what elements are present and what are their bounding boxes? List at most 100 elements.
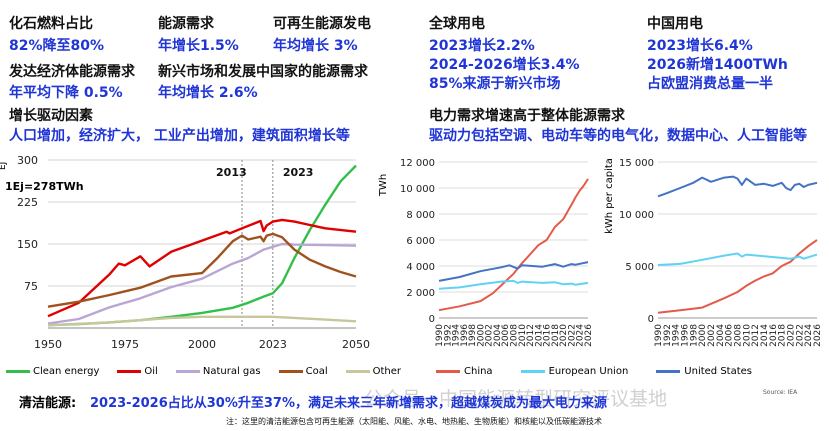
stat-china-power-line1: 2023增长6.4%	[647, 38, 753, 54]
legend-swatch-coal	[278, 369, 303, 373]
chart3-xtick-1998: 1998	[689, 324, 699, 347]
chart3-xtick-1992: 1992	[663, 324, 673, 347]
chart2-ytick-12000: 12 000	[400, 158, 435, 169]
chart2-xtick-1992: 1992	[443, 324, 453, 347]
chart2-line-china	[438, 178, 589, 312]
chart1-ytick-225: 225	[17, 196, 38, 209]
chart1-marker-label-2023: 2023	[283, 166, 314, 179]
chart3-xtick-2002: 2002	[707, 324, 717, 347]
chart1-xtick-1950: 1950	[34, 338, 62, 351]
chart2-line-united-states	[438, 261, 589, 282]
chart2-ytick-4000: 4 000	[406, 262, 435, 273]
chart3-series-lines	[657, 175, 818, 314]
chart2-xtick-2008: 2008	[510, 324, 520, 347]
chart1-xtick-2023: 2023	[259, 338, 287, 351]
legend-swatch-eu	[520, 369, 545, 373]
chart1-x-ticks: 1950 1975 2000 2023 2050	[34, 338, 370, 351]
chart2-xtick-2012: 2012	[526, 324, 536, 347]
chart1-line-other	[47, 315, 357, 327]
legend-eu: European Union	[520, 366, 629, 377]
legend-us: United States	[656, 366, 752, 377]
chart1-xtick-2000: 2000	[188, 338, 216, 351]
chart3-xtick-2010: 2010	[742, 324, 752, 347]
legend-swatch-gas	[175, 369, 200, 373]
chart3-ytick-0: 0	[648, 314, 654, 325]
elec-text: 驱动力包括空调、电动车等的电气化，数据中心、人工智能等	[429, 128, 807, 144]
legend-clean-energy: Clean energy	[6, 366, 99, 377]
chart2-xtick-1990: 1990	[435, 324, 445, 347]
chart1-ylabel: EJ	[0, 162, 8, 170]
drivers-text: 人口增加，经济扩大， 工业产出增加，建筑面积增长等	[9, 128, 350, 144]
footer-text: 2023-2026占比从30%升至37%，满足未来三年新增需求，超越煤炭成为最大…	[90, 396, 607, 411]
chart2-xtick-2002: 2002	[485, 324, 495, 347]
chart1-legend: Clean energy Oil Natural gas Coal Other	[6, 366, 401, 377]
chart2-xtick-2020: 2020	[559, 324, 569, 347]
stat-china-power-line2: 2026新增1400TWh	[647, 57, 788, 73]
chart1-line-oil	[47, 218, 357, 318]
legend-gas: Natural gas	[175, 366, 261, 377]
chart3-line-european-union	[657, 252, 818, 266]
chart2-xtick-2006: 2006	[501, 324, 511, 347]
legend-oil-label: Oil	[144, 366, 158, 377]
stat-global-power-line1: 2023增长2.2%	[429, 38, 535, 54]
legend-other-label: Other	[372, 366, 402, 377]
chart1-ytick-300: 300	[17, 154, 38, 167]
chart3-xtick-2014: 2014	[760, 324, 770, 347]
drivers-title: 增长驱动因素	[9, 108, 93, 124]
legend-eu-label: European Union	[548, 366, 629, 377]
stat-global-power-line3: 85%来源于新兴市场	[429, 76, 561, 92]
chart3-xtick-2008: 2008	[734, 324, 744, 347]
legend-china-label: China	[464, 366, 493, 377]
chart2-xtick-2026: 2026	[584, 324, 594, 347]
legend-coal-label: Coal	[305, 366, 328, 377]
chart3-xtick-2004: 2004	[716, 324, 726, 347]
stat-energy-demand-value: 年增长1.5%	[158, 38, 239, 54]
chart2-xtick-2000: 2000	[476, 324, 486, 347]
stat-advanced-label: 发达经济体能源需求	[9, 64, 135, 80]
chart1-marker-label-2013: 2013	[216, 166, 247, 179]
stat-renewables-label: 可再生能源发电	[273, 16, 371, 32]
chart3-line-united-states	[657, 175, 818, 198]
stat-energy-demand-label: 能源需求	[158, 16, 214, 32]
chart1-xtick-1975: 1975	[111, 338, 139, 351]
stat-advanced-value: 年平均下降 0.5%	[9, 85, 123, 101]
energy-supply-chart: EJ 75 150 225 300 1950 1975 2000 2023 2050 2013…	[0, 154, 370, 351]
electricity-twh-chart: TWh 0 2 000 4 000 6 000 8 000 10 000 12 000 199…	[378, 158, 594, 347]
chart2-xtick-1994: 1994	[452, 324, 462, 347]
chart3-xtick-2016: 2016	[769, 324, 779, 347]
chart3-line-china	[657, 239, 818, 314]
chart2-xtick-2022: 2022	[567, 324, 577, 347]
chart2-series-lines	[438, 178, 589, 312]
chart3-xtick-2018: 2018	[778, 324, 788, 347]
stat-china-power-line3: 占欧盟消费总量一半	[647, 76, 773, 92]
chart3-ytick-5000: 5 000	[625, 262, 654, 273]
chart2-xtick-2018: 2018	[551, 324, 561, 347]
chart1-line-natural-gas	[47, 242, 357, 325]
chart2-ytick-6000: 6 000	[406, 236, 435, 247]
legend-swatch-clean	[6, 369, 30, 373]
legend-oil: Oil	[117, 366, 158, 377]
chart2-ytick-10000: 10 000	[400, 184, 435, 195]
stat-emerging-label: 新兴市场和发展中国家的能源需求	[158, 64, 368, 80]
chart1-ytick-75: 75	[24, 280, 38, 293]
legend-swatch-us	[656, 369, 681, 373]
chart2-xtick-2010: 2010	[518, 324, 528, 347]
chart3-xtick-2024: 2024	[804, 324, 814, 347]
chart2-xtick-2014: 2014	[534, 324, 544, 347]
legend-gas-label: Natural gas	[202, 366, 261, 377]
chart2-xtick-2016: 2016	[543, 324, 553, 347]
legend-clean-label: Clean energy	[33, 366, 100, 377]
chart2-ytick-2000: 2 000	[406, 288, 435, 299]
legend-china: China	[436, 366, 493, 377]
source-tag: Source: IEA	[763, 389, 798, 396]
chart2-legend: China European Union United States	[436, 366, 752, 377]
legend-swatch-oil	[117, 369, 142, 373]
elec-title: 电力需求增速高于整体能源需求	[429, 108, 625, 124]
chart1-line-coal	[47, 232, 357, 308]
chart3-xtick-2012: 2012	[751, 324, 761, 347]
chart1-annotation: 1Ej=278TWh	[5, 180, 84, 193]
chart3-xtick-2006: 2006	[725, 324, 735, 347]
chart3-xtick-2000: 2000	[698, 324, 708, 347]
